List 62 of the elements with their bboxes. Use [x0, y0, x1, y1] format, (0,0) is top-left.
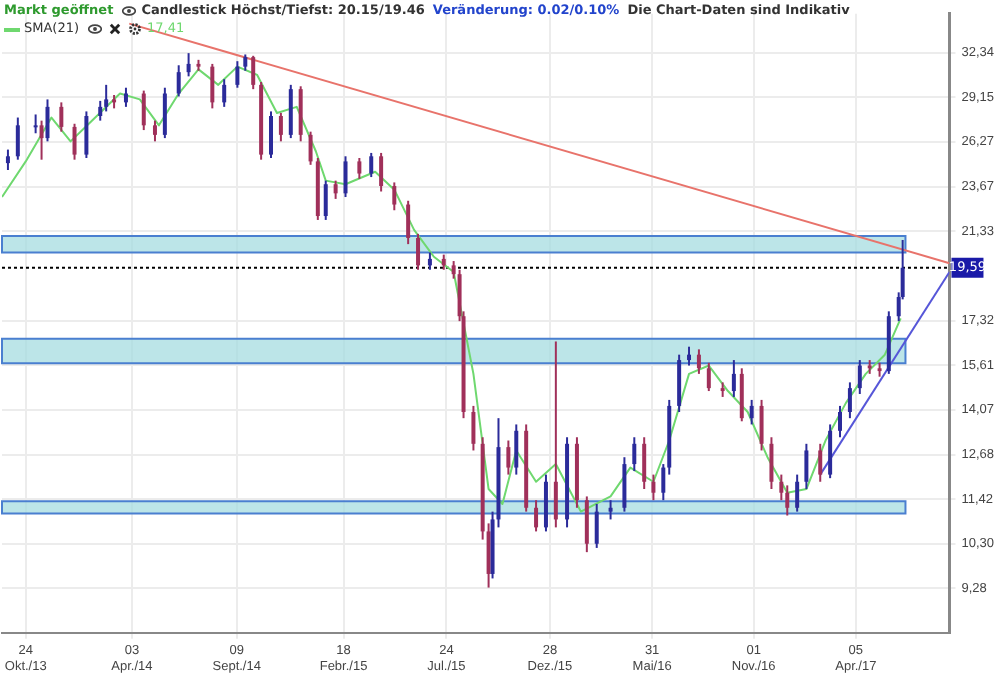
candlestick [392, 181, 397, 212]
candlestick [123, 86, 128, 108]
candlestick [739, 367, 744, 423]
candlestick [369, 151, 374, 179]
candlestick [553, 340, 558, 529]
candlestick [416, 232, 421, 271]
candlestick [804, 442, 809, 491]
candlestick [308, 130, 313, 166]
candlestick [84, 110, 89, 159]
candlestick [15, 116, 20, 161]
candlestick [162, 86, 167, 140]
candlestick [632, 436, 637, 473]
candlestick [251, 54, 256, 91]
candlestick [186, 52, 191, 78]
candlestick [278, 111, 283, 143]
candlestick [608, 499, 613, 521]
candlestick [222, 78, 227, 108]
candlestick [795, 473, 800, 513]
candlestick [471, 404, 476, 452]
candlestick [534, 499, 539, 533]
candlestick [141, 89, 146, 132]
candlestick [687, 345, 692, 367]
candlestick [104, 83, 109, 113]
candlestick [651, 473, 656, 502]
candlestick [39, 119, 44, 161]
candlestick [298, 85, 303, 143]
candlestick [235, 60, 240, 89]
candlestick [847, 381, 852, 420]
candlestick [323, 179, 328, 221]
candlestick [5, 148, 10, 172]
candlestick [706, 361, 711, 393]
candlestick [749, 398, 754, 426]
candlestick [759, 398, 764, 452]
candlestick [152, 119, 157, 143]
candlestick [642, 436, 647, 491]
candlestick [838, 404, 843, 439]
candlestick [622, 456, 627, 513]
candlestick [357, 156, 362, 180]
candlestick [343, 155, 348, 199]
candlestick [210, 62, 215, 110]
candlestick [696, 348, 701, 375]
candlestick [406, 199, 411, 246]
candlestick [594, 502, 599, 549]
candlestick [333, 179, 338, 200]
candlestick [828, 423, 833, 480]
candlestick [731, 359, 736, 398]
candlestick [543, 473, 548, 533]
candlestick [514, 423, 519, 476]
candlestick [677, 353, 682, 413]
candlestick [584, 495, 589, 554]
candlestick [72, 122, 77, 161]
candlestick [818, 442, 823, 483]
candlestick [288, 83, 293, 140]
candlestick [506, 439, 511, 476]
candlestick [59, 101, 64, 133]
candlestick [769, 436, 774, 491]
candlestick [176, 64, 181, 98]
candlestick [857, 359, 862, 395]
candlestick [379, 151, 384, 193]
candlestick [269, 110, 274, 159]
candlestick [45, 98, 50, 143]
candlestick [33, 113, 38, 135]
